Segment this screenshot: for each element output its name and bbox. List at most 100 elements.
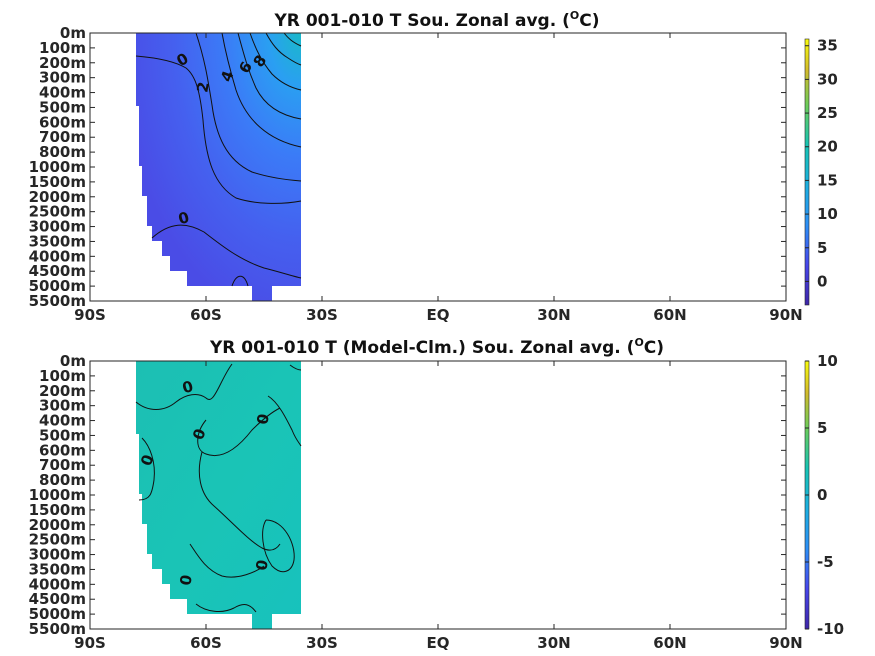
x-tick-label: 90S (74, 634, 106, 652)
y-tick-label: 4000m (29, 247, 86, 265)
contour-label: 0 (176, 208, 191, 228)
contour-line (262, 519, 295, 573)
colorbar-tick-label: -5 (817, 553, 834, 571)
contour-line (189, 543, 265, 578)
contour-line (265, 32, 302, 66)
y-tick-label: 2500m (29, 203, 86, 221)
y-tick-label: 4000m (29, 575, 86, 593)
y-tick-label: 5000m (29, 277, 86, 295)
colorbar-tick-label: 10 (817, 205, 838, 223)
contour-line (195, 32, 302, 182)
y-tick-label: 3000m (29, 546, 86, 564)
colorbar-tick-label: 30 (817, 70, 838, 88)
panel-1-contours (135, 32, 302, 287)
x-tick-label: 60S (190, 634, 222, 652)
y-tick-label: 700m (39, 456, 86, 474)
colorbar-tick-label: 20 (817, 138, 838, 156)
x-tick-label: 60N (653, 634, 686, 652)
y-tick-label: 300m (39, 397, 86, 415)
contour-line (231, 275, 249, 287)
y-tick-label: 3500m (29, 560, 86, 578)
contour-line (197, 407, 281, 456)
colorbar-tick-label: 0 (817, 486, 827, 504)
y-tick-label: 300m (39, 69, 86, 87)
y-tick-label: 0m (60, 352, 86, 370)
colorbar-tick-label: 5 (817, 239, 827, 257)
panel-2-y-ticks: 0m100m200m300m400m500m600m700m800m1000m1… (29, 352, 786, 638)
y-tick-label: 600m (39, 441, 86, 459)
panel-2-contours (135, 363, 302, 613)
y-tick-label: 1000m (29, 158, 86, 176)
colorbar-tick-label: 25 (817, 104, 838, 122)
colorbar-tick-label: 10 (817, 352, 838, 370)
y-tick-label: 1500m (29, 501, 86, 519)
y-tick-label: 800m (39, 471, 86, 489)
contour-label: 2 (193, 80, 213, 93)
y-tick-label: 5000m (29, 605, 86, 623)
contour-label: 0 (252, 558, 272, 571)
x-tick-label: 90N (769, 306, 802, 324)
contour-line (237, 32, 302, 120)
contour-line (198, 451, 281, 551)
contour-line (138, 437, 155, 501)
contour-line (289, 364, 302, 371)
y-tick-label: 3500m (29, 232, 86, 250)
y-tick-label: 500m (39, 98, 86, 116)
panel-1-y-ticks: 0m100m200m300m400m500m600m700m800m1000m1… (29, 24, 786, 310)
y-tick-label: 0m (60, 24, 86, 42)
contour-line (283, 32, 302, 47)
x-tick-label: 60S (190, 306, 222, 324)
y-tick-label: 800m (39, 143, 86, 161)
y-tick-label: 4500m (29, 590, 86, 608)
y-tick-label: 200m (39, 54, 86, 72)
x-tick-label: 90S (74, 306, 106, 324)
y-tick-label: 1500m (29, 173, 86, 191)
panel-1-colorbar-ticks: 35 30 25 20 15 10 5 0 (805, 37, 838, 290)
colorbar-tick-label: 5 (817, 419, 827, 437)
panel-1-colorbar (804, 38, 810, 306)
y-tick-label: 100m (39, 367, 86, 385)
panel-2-x-ticks: 90S 60S 30S EQ 30N 60N 90N (74, 361, 803, 652)
y-tick-label: 2500m (29, 531, 86, 549)
panel-1: YR 001-010 T Sou. Zonal avg. (OC) 0 2 4 … (29, 9, 838, 324)
y-tick-label: 2000m (29, 188, 86, 206)
contour-line (135, 363, 233, 410)
y-tick-label: 400m (39, 84, 86, 102)
x-tick-label: 30N (537, 634, 570, 652)
x-tick-label: 30S (306, 306, 338, 324)
panel-2-data-field (136, 361, 301, 629)
contour-label: 0 (180, 377, 195, 397)
contour-line (151, 224, 302, 279)
colorbar-tick-label: 15 (817, 171, 838, 189)
panel-2-title: YR 001-010 T (Model-Clm.) Sou. Zonal avg… (209, 336, 664, 358)
y-tick-label: 100m (39, 39, 86, 57)
y-tick-label: 400m (39, 412, 86, 430)
x-tick-label: EQ (427, 634, 450, 652)
x-tick-label: 30S (306, 634, 338, 652)
y-tick-label: 500m (39, 426, 86, 444)
contour-line (267, 395, 302, 447)
colorbar-tick-label: 0 (817, 272, 827, 290)
contour-line (135, 55, 302, 204)
x-tick-label: EQ (427, 306, 450, 324)
contour-line (249, 32, 302, 91)
y-tick-label: 3000m (29, 218, 86, 236)
contour-line (195, 603, 257, 613)
x-tick-label: 60N (653, 306, 686, 324)
colorbar-tick-label: -10 (817, 620, 844, 638)
contour-line (221, 32, 302, 148)
contour-label: 0 (253, 412, 273, 425)
y-tick-label: 4500m (29, 262, 86, 280)
y-tick-label: 1000m (29, 486, 86, 504)
panel-1-x-ticks: 90S 60S 30S EQ 30N 60N 90N (74, 33, 803, 324)
colorbar-tick-label: 35 (817, 37, 838, 55)
panel-2: YR 001-010 T (Model-Clm.) Sou. Zonal avg… (29, 336, 845, 652)
y-tick-label: 5500m (29, 292, 86, 310)
panel-2-colorbar-ticks: 10 5 0 -5 -10 (805, 352, 844, 638)
panel-1-data-field (136, 33, 301, 301)
y-tick-label: 5500m (29, 620, 86, 638)
y-tick-label: 200m (39, 382, 86, 400)
contour-label: 0 (176, 573, 196, 586)
x-tick-label: 90N (769, 634, 802, 652)
y-tick-label: 700m (39, 128, 86, 146)
